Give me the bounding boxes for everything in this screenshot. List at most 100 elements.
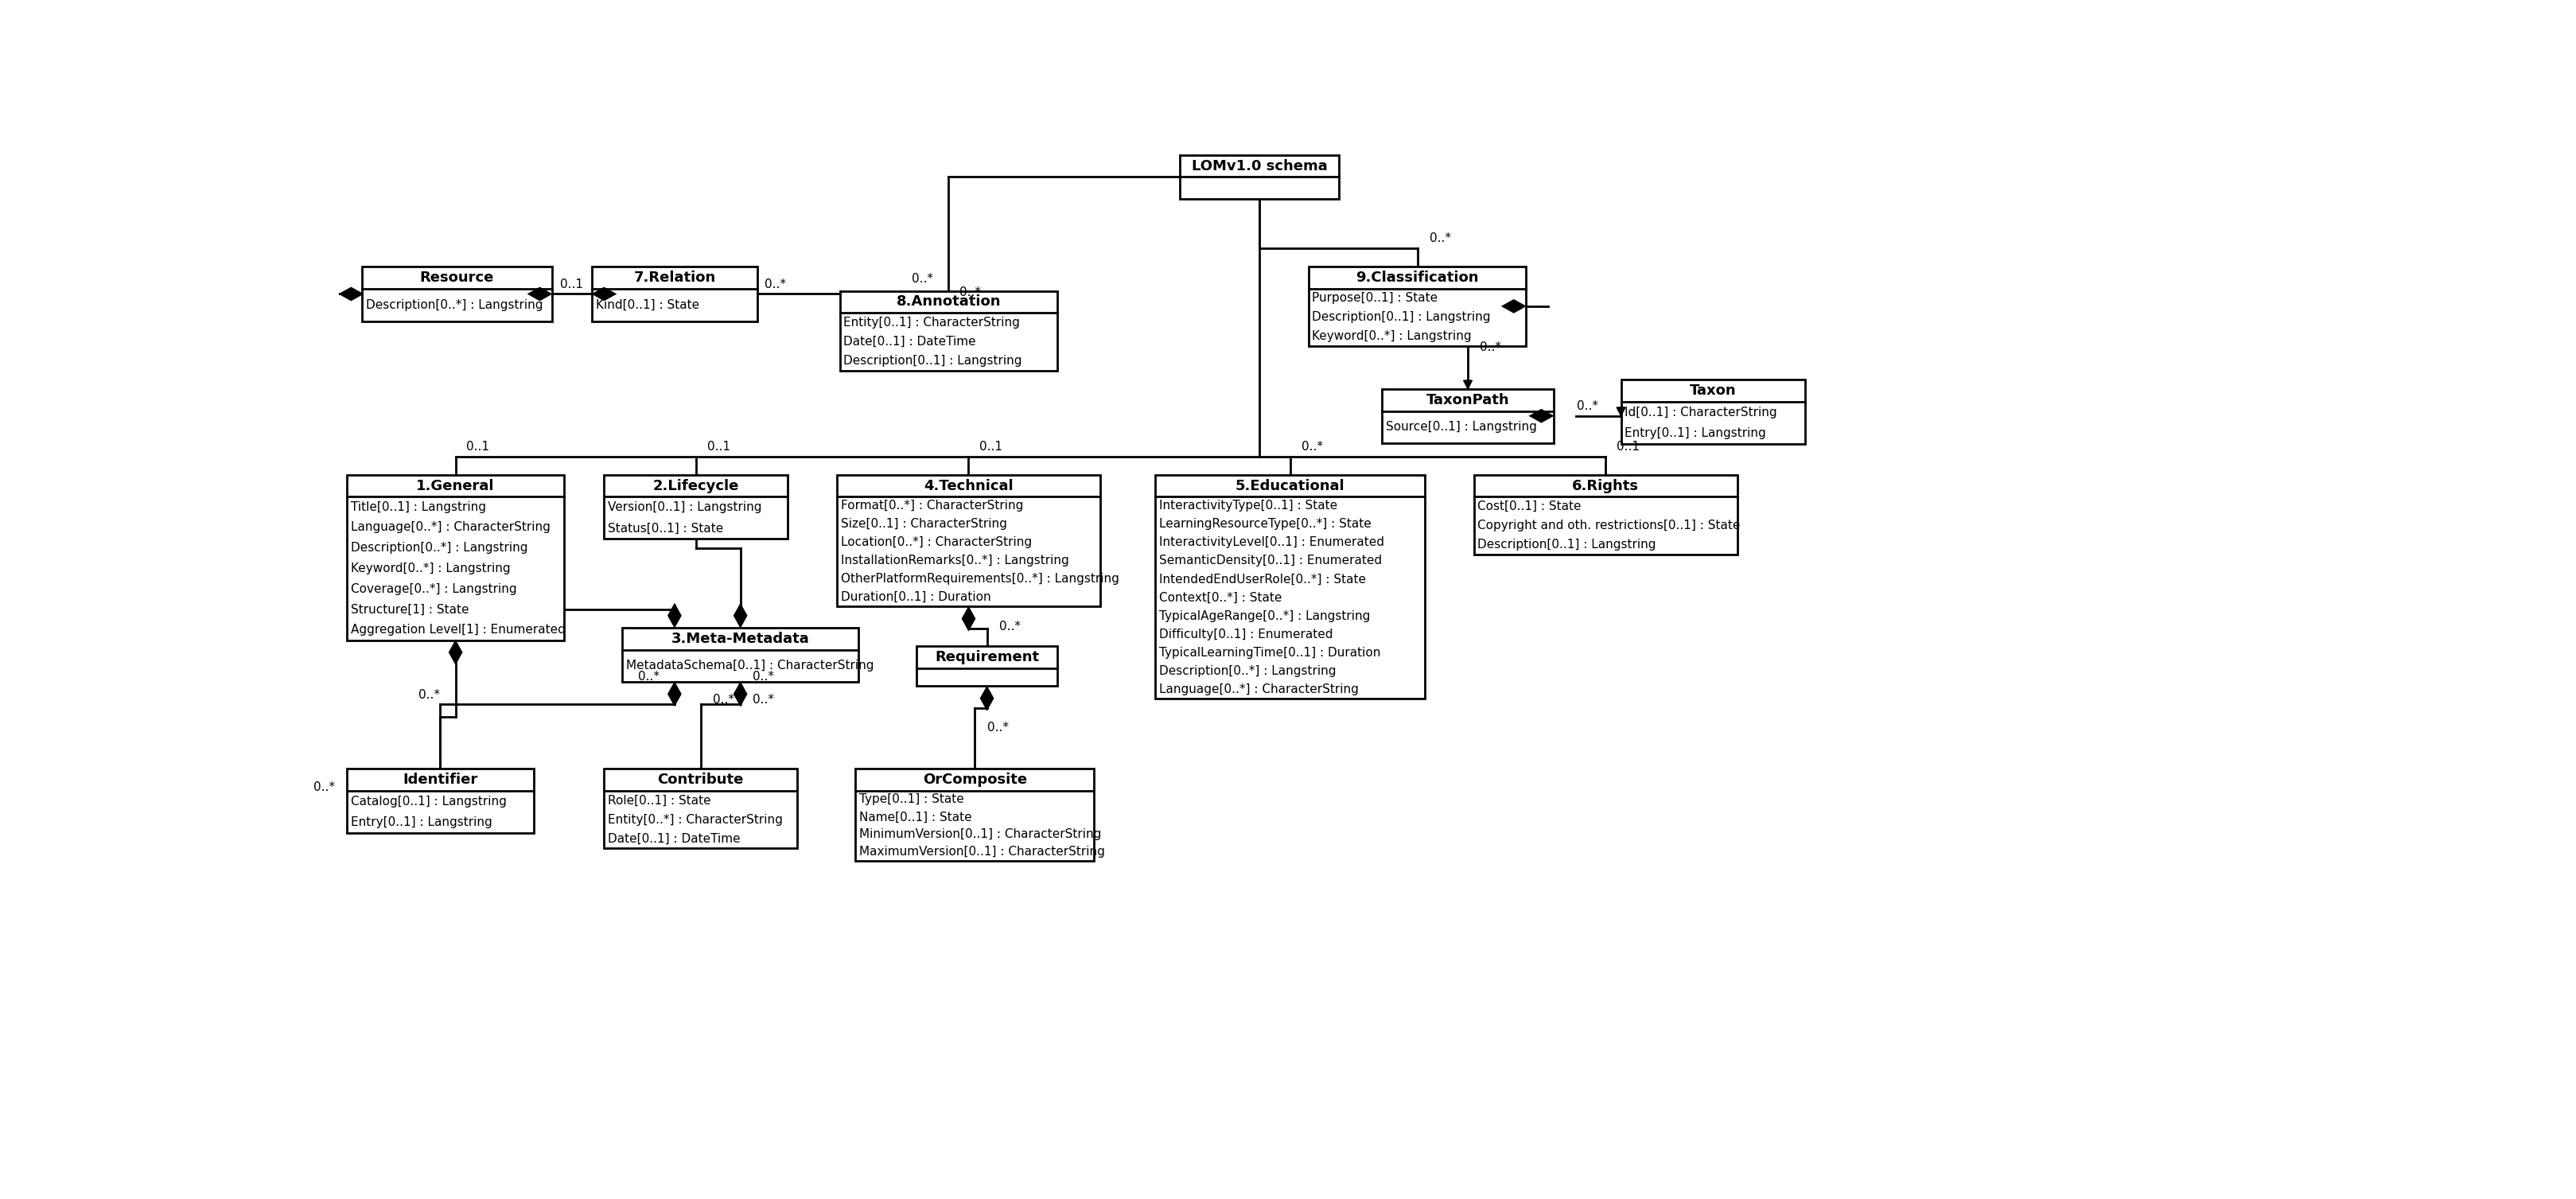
Bar xyxy=(1473,475,1736,554)
Text: MinimumVersion[0..1] : CharacterString: MinimumVersion[0..1] : CharacterString xyxy=(858,829,1100,840)
Text: 8.Annotation: 8.Annotation xyxy=(896,295,1002,309)
Polygon shape xyxy=(667,604,680,627)
Text: Identifier: Identifier xyxy=(402,772,477,787)
Text: 6.Rights: 6.Rights xyxy=(1571,478,1638,493)
Text: Cost[0..1] : State: Cost[0..1] : State xyxy=(1479,500,1582,512)
Text: 0..*: 0..* xyxy=(314,782,335,793)
Text: 0..*: 0..* xyxy=(1577,400,1597,412)
Bar xyxy=(363,266,551,321)
Text: Purpose[0..1] : State: Purpose[0..1] : State xyxy=(1311,293,1437,305)
Text: Status[0..1] : State: Status[0..1] : State xyxy=(608,523,724,535)
Polygon shape xyxy=(963,608,974,629)
Text: 0..*: 0..* xyxy=(961,287,981,299)
Text: 3.Meta-Metadata: 3.Meta-Metadata xyxy=(672,632,809,646)
Text: 0..*: 0..* xyxy=(714,694,734,706)
Text: 0..*: 0..* xyxy=(752,694,775,706)
Polygon shape xyxy=(1618,408,1625,416)
Bar xyxy=(917,646,1056,686)
Text: Entry[0..1] : Langstring: Entry[0..1] : Langstring xyxy=(350,817,492,829)
Text: Keyword[0..*] : Langstring: Keyword[0..*] : Langstring xyxy=(350,562,510,574)
Text: MetadataSchema[0..1] : CharacterString: MetadataSchema[0..1] : CharacterString xyxy=(626,659,873,671)
Text: TypicalAgeRange[0..*] : Langstring: TypicalAgeRange[0..*] : Langstring xyxy=(1159,610,1370,622)
Polygon shape xyxy=(734,604,747,627)
Text: 0..*: 0..* xyxy=(987,722,1007,734)
Text: 0..1: 0..1 xyxy=(706,440,729,452)
Text: TypicalLearningTime[0..1] : Duration: TypicalLearningTime[0..1] : Duration xyxy=(1159,646,1381,658)
Bar xyxy=(855,769,1095,861)
Text: Catalog[0..1] : Langstring: Catalog[0..1] : Langstring xyxy=(350,795,507,807)
Polygon shape xyxy=(448,641,461,663)
Text: Language[0..*] : CharacterString: Language[0..*] : CharacterString xyxy=(1159,683,1358,695)
Text: 0..1: 0..1 xyxy=(979,440,1002,452)
Bar xyxy=(348,769,533,833)
Polygon shape xyxy=(1502,300,1525,313)
Text: InteractivityLevel[0..1] : Enumerated: InteractivityLevel[0..1] : Enumerated xyxy=(1159,537,1383,548)
Text: 0..*: 0..* xyxy=(420,689,440,701)
Text: 2.Lifecycle: 2.Lifecycle xyxy=(652,478,739,493)
Text: InstallationRemarks[0..*] : Langstring: InstallationRemarks[0..*] : Langstring xyxy=(840,555,1069,567)
Text: 5.Educational: 5.Educational xyxy=(1236,478,1345,493)
Text: Description[0..1] : Langstring: Description[0..1] : Langstring xyxy=(842,355,1023,367)
Text: Format[0..*] : CharacterString: Format[0..*] : CharacterString xyxy=(840,500,1023,512)
Text: Id[0..1] : CharacterString: Id[0..1] : CharacterString xyxy=(1625,406,1777,418)
Text: Title[0..1] : Langstring: Title[0..1] : Langstring xyxy=(350,501,487,513)
Text: Entry[0..1] : Langstring: Entry[0..1] : Langstring xyxy=(1625,428,1767,440)
Text: Type[0..1] : State: Type[0..1] : State xyxy=(858,794,963,806)
Bar xyxy=(837,475,1100,607)
Text: LOMv1.0 schema: LOMv1.0 schema xyxy=(1193,158,1327,173)
Polygon shape xyxy=(981,687,994,710)
Text: Entity[0..*] : CharacterString: Entity[0..*] : CharacterString xyxy=(608,814,783,826)
Text: 0..1: 0..1 xyxy=(562,278,585,290)
Text: Date[0..1] : DateTime: Date[0..1] : DateTime xyxy=(842,336,976,348)
Text: Description[0..1] : Langstring: Description[0..1] : Langstring xyxy=(1479,538,1656,550)
Polygon shape xyxy=(1530,410,1553,422)
Bar xyxy=(1620,380,1806,444)
Text: Kind[0..1] : State: Kind[0..1] : State xyxy=(595,299,698,311)
Text: Description[0..*] : Langstring: Description[0..*] : Langstring xyxy=(350,542,528,554)
Text: 0..*: 0..* xyxy=(639,671,659,683)
Text: 0..*: 0..* xyxy=(912,272,933,284)
Text: 7.Relation: 7.Relation xyxy=(634,270,716,284)
Polygon shape xyxy=(592,288,616,300)
Text: Coverage[0..*] : Langstring: Coverage[0..*] : Langstring xyxy=(350,583,515,595)
Text: Structure[1] : State: Structure[1] : State xyxy=(350,603,469,615)
Text: 0..1: 0..1 xyxy=(466,440,489,452)
Text: 0..1: 0..1 xyxy=(1618,440,1641,452)
Text: Description[0..1] : Langstring: Description[0..1] : Langstring xyxy=(1311,312,1492,324)
Polygon shape xyxy=(340,288,363,300)
Text: Version[0..1] : Langstring: Version[0..1] : Langstring xyxy=(608,501,762,513)
Text: InteractivityType[0..1] : State: InteractivityType[0..1] : State xyxy=(1159,500,1337,512)
Text: Aggregation Level[1] : Enumerated: Aggregation Level[1] : Enumerated xyxy=(350,623,564,635)
Text: Name[0..1] : State: Name[0..1] : State xyxy=(858,811,971,823)
Text: 0..*: 0..* xyxy=(752,671,775,683)
Text: Resource: Resource xyxy=(420,270,495,284)
Text: 0..*: 0..* xyxy=(1430,233,1450,245)
Text: Difficulty[0..1] : Enumerated: Difficulty[0..1] : Enumerated xyxy=(1159,628,1332,640)
Text: 9.Classification: 9.Classification xyxy=(1355,270,1479,284)
Text: 0..*: 0..* xyxy=(1481,342,1502,354)
Bar xyxy=(605,769,796,849)
Text: Contribute: Contribute xyxy=(657,772,744,787)
Text: IntendedEndUserRole[0..*] : State: IntendedEndUserRole[0..*] : State xyxy=(1159,573,1365,585)
Text: Entity[0..1] : CharacterString: Entity[0..1] : CharacterString xyxy=(842,317,1020,329)
Bar xyxy=(623,628,858,682)
Bar xyxy=(1180,155,1340,199)
Text: MaximumVersion[0..1] : CharacterString: MaximumVersion[0..1] : CharacterString xyxy=(858,846,1105,858)
Bar xyxy=(1157,475,1425,698)
Text: SemanticDensity[0..1] : Enumerated: SemanticDensity[0..1] : Enumerated xyxy=(1159,555,1381,567)
Bar xyxy=(1383,388,1553,442)
Text: LearningResourceType[0..*] : State: LearningResourceType[0..*] : State xyxy=(1159,518,1370,530)
Text: Role[0..1] : State: Role[0..1] : State xyxy=(608,795,711,807)
Text: Location[0..*] : CharacterString: Location[0..*] : CharacterString xyxy=(840,536,1030,548)
Text: 4.Technical: 4.Technical xyxy=(925,478,1012,493)
Polygon shape xyxy=(1463,380,1471,388)
Text: 0..*: 0..* xyxy=(999,620,1020,632)
Bar xyxy=(1309,266,1525,347)
Text: Language[0..*] : CharacterString: Language[0..*] : CharacterString xyxy=(350,522,551,534)
Text: Duration[0..1] : Duration: Duration[0..1] : Duration xyxy=(840,591,992,603)
Text: Source[0..1] : Langstring: Source[0..1] : Langstring xyxy=(1386,421,1538,433)
Text: Copyright and oth. restrictions[0..1] : State: Copyright and oth. restrictions[0..1] : … xyxy=(1479,519,1741,531)
Text: Keyword[0..*] : Langstring: Keyword[0..*] : Langstring xyxy=(1311,331,1471,343)
Text: 0..*: 0..* xyxy=(1301,440,1321,452)
Bar xyxy=(592,266,757,321)
